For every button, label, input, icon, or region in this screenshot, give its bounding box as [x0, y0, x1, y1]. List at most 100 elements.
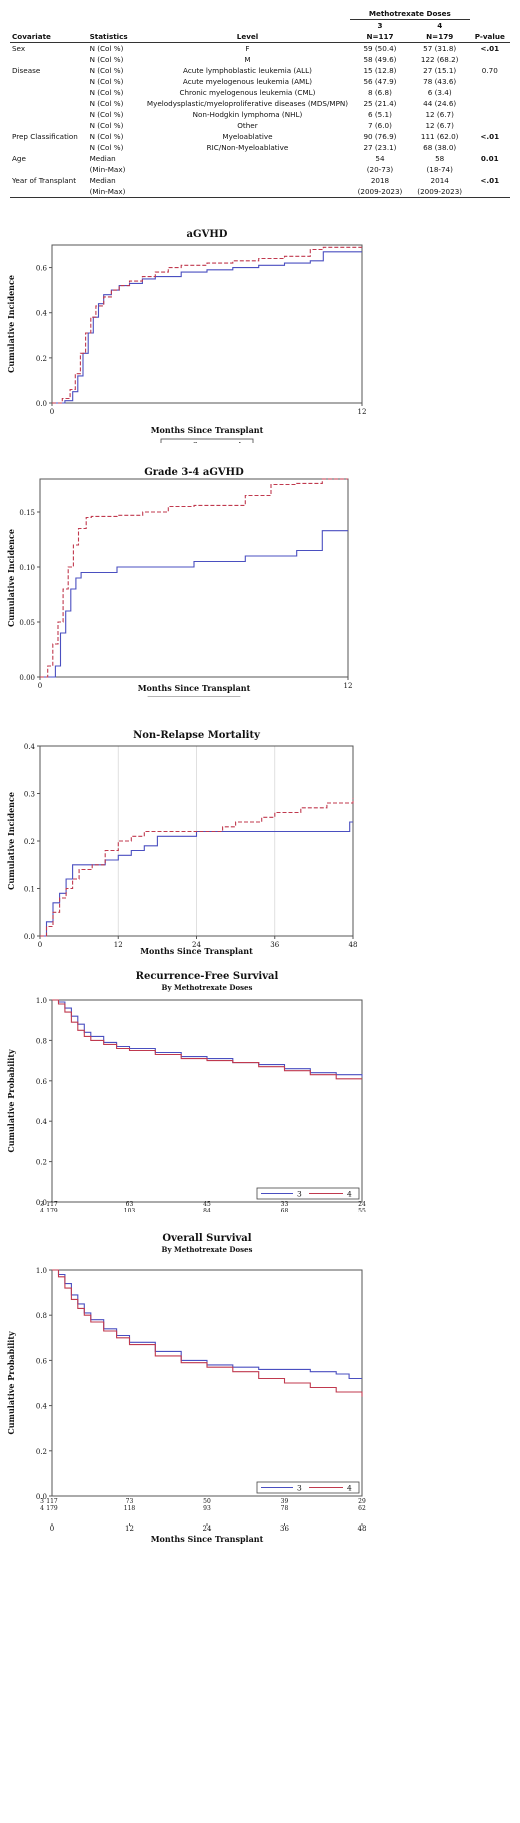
- y-tick-label: 0.05: [19, 619, 35, 627]
- chart-title: Recurrence-Free Survival: [136, 971, 279, 982]
- statistics-cell: N (Col %): [89, 99, 124, 108]
- table-row: N (Col %) M 58 (49.6) 122 (68.2): [10, 54, 510, 65]
- chart-subtitle: By Methotrexate Doses: [162, 1245, 253, 1254]
- y-tick-label: 0.0: [36, 400, 47, 408]
- risk-count: 103: [124, 1208, 136, 1212]
- level-cell: Other: [237, 121, 258, 130]
- statistics-cell: N (Col %): [89, 143, 124, 152]
- x-tick-label: 36: [270, 941, 279, 949]
- chart-title: Grade 3-4 aGVHD: [144, 467, 244, 478]
- dose-3-n: N=117: [366, 32, 394, 41]
- risk-count: 50: [203, 1498, 211, 1505]
- dose-3-header: 3: [377, 21, 383, 30]
- series-line-dose-3: [52, 999, 363, 1077]
- dose-4-cell: (2009-2023): [417, 187, 463, 196]
- statistics-cell: N (Col %): [89, 88, 124, 97]
- plot-frame: [51, 244, 363, 404]
- p-value-cell: <.01: [480, 176, 500, 185]
- legend-box: [256, 1481, 360, 1494]
- covariate-cell: [10, 87, 88, 98]
- dose-4-cell: 57 (31.8): [423, 44, 457, 53]
- series-line-dose-3: [52, 251, 362, 404]
- covariate-cell: [10, 142, 88, 153]
- level-cell: M: [244, 55, 251, 64]
- table-row: Year of Transplant Median 2018 2014 <.01: [10, 175, 510, 186]
- y-tick-label: 0.0: [36, 1493, 47, 1501]
- statistics-cell: (Min-Max): [89, 165, 126, 174]
- legend-box: [160, 438, 254, 443]
- chart-grade34-agvhd: Grade 3-4 aGVHD 0.00 0.05 0.10 0.15 0 12 Months…: [6, 467, 352, 697]
- table-row: Age Median 54 58 0.01: [10, 153, 510, 164]
- y-tick-label: 0.00: [19, 674, 35, 682]
- p-value-cell: 0.70: [481, 66, 498, 75]
- covariate-cell: Prep Classification: [12, 132, 78, 141]
- table-row: N (Col %) Other 7 (6.0) 12 (6.7): [10, 120, 510, 131]
- dose-3-cell: 8 (6.8): [368, 88, 392, 97]
- legend-label-dose-3: 3: [297, 1190, 302, 1199]
- y-tick-label: 0.6: [36, 1357, 48, 1365]
- dose-3-cell: 54: [375, 154, 385, 163]
- covariate-cell: [10, 109, 88, 120]
- y-axis-label: Cumulative Incidence: [6, 275, 16, 373]
- legend-label-dose-3: 3: [297, 1484, 302, 1493]
- y-tick-label: 0.4: [36, 1403, 48, 1411]
- col-statistics: Statistics: [89, 32, 128, 41]
- legend-box: [256, 1187, 360, 1200]
- y-tick-label: 0.0: [36, 1199, 47, 1207]
- statistics-cell: Median: [89, 176, 116, 185]
- level-cell: RIC/Non-Myeloablative: [206, 143, 289, 152]
- col-p-value: P-value: [474, 32, 505, 41]
- risk-count: 118: [124, 1505, 136, 1512]
- dose-3-cell: 25 (21.4): [363, 99, 397, 108]
- level-cell: Myeloablative: [222, 132, 273, 141]
- risk-count: 24: [358, 1201, 366, 1208]
- covariate-cell: [10, 98, 88, 109]
- dose-3-cell: 15 (12.8): [363, 66, 397, 75]
- y-tick-label: 1.0: [36, 997, 47, 1005]
- statistics-cell: Median: [89, 154, 116, 163]
- y-tick-label: 0.10: [19, 564, 35, 572]
- series-line-dose-4: [40, 798, 354, 937]
- covariate-cell: [10, 164, 88, 175]
- risk-count: 39: [281, 1498, 289, 1505]
- risk-count: 62: [358, 1505, 366, 1512]
- statistics-cell: N (Col %): [89, 77, 124, 86]
- statistics-cell: N (Col %): [89, 121, 124, 130]
- dose-3-cell: 7 (6.0): [368, 121, 392, 130]
- dose-4-n: N=179: [426, 32, 454, 41]
- plot-frame: [51, 999, 363, 1203]
- p-value-cell: [470, 54, 510, 65]
- covariate-cell: Sex: [12, 44, 26, 53]
- y-tick-label: 0.3: [24, 791, 35, 799]
- x-axis-label: Months Since Transplant: [140, 946, 253, 956]
- level-cell: Myelodysplastic/myeloproliferative disea…: [146, 99, 349, 108]
- y-axis-label: Cumulative Incidence: [6, 792, 16, 890]
- dose-3-cell: 2018: [370, 176, 390, 185]
- p-value-cell: [470, 98, 510, 109]
- table-row: N (Col %) Chronic myelogenous leukemia (C…: [10, 87, 510, 98]
- statistics-cell: N (Col %): [89, 110, 124, 119]
- legend-label-dose-4: 4: [347, 1190, 352, 1199]
- risk-count: 78: [281, 1505, 289, 1512]
- table-row: (Min-Max) (2009-2023) (2009-2023): [10, 186, 510, 198]
- dose-4-cell: 12 (6.7): [425, 121, 454, 130]
- table-row: N (Col %) Acute myelogenous leukemia (AML…: [10, 76, 510, 87]
- level-cell: [145, 153, 350, 164]
- table-row: Sex N (Col %) F 59 (50.4) 57 (31.8) <.01: [10, 43, 510, 55]
- table-row: Disease N (Col %) Acute lymphoblastic leuk…: [10, 65, 510, 76]
- y-tick-label: 0.2: [36, 1159, 47, 1167]
- p-value-cell: [470, 120, 510, 131]
- legend-label-dose-3: 3: [193, 441, 198, 444]
- risk-count: 73: [126, 1498, 134, 1505]
- dose-4-cell: 58: [435, 154, 445, 163]
- p-value-cell: [470, 164, 510, 175]
- risk-count: 84: [203, 1208, 211, 1212]
- dose-4-cell: 27 (15.1): [423, 66, 457, 75]
- covariate-cell: Age: [12, 154, 26, 163]
- p-value-cell: [470, 109, 510, 120]
- risk-count: 55: [358, 1208, 366, 1212]
- x-tick-label: 12: [125, 1525, 134, 1533]
- risk-count: 33: [281, 1201, 289, 1208]
- series-line-dose-4: [40, 478, 348, 678]
